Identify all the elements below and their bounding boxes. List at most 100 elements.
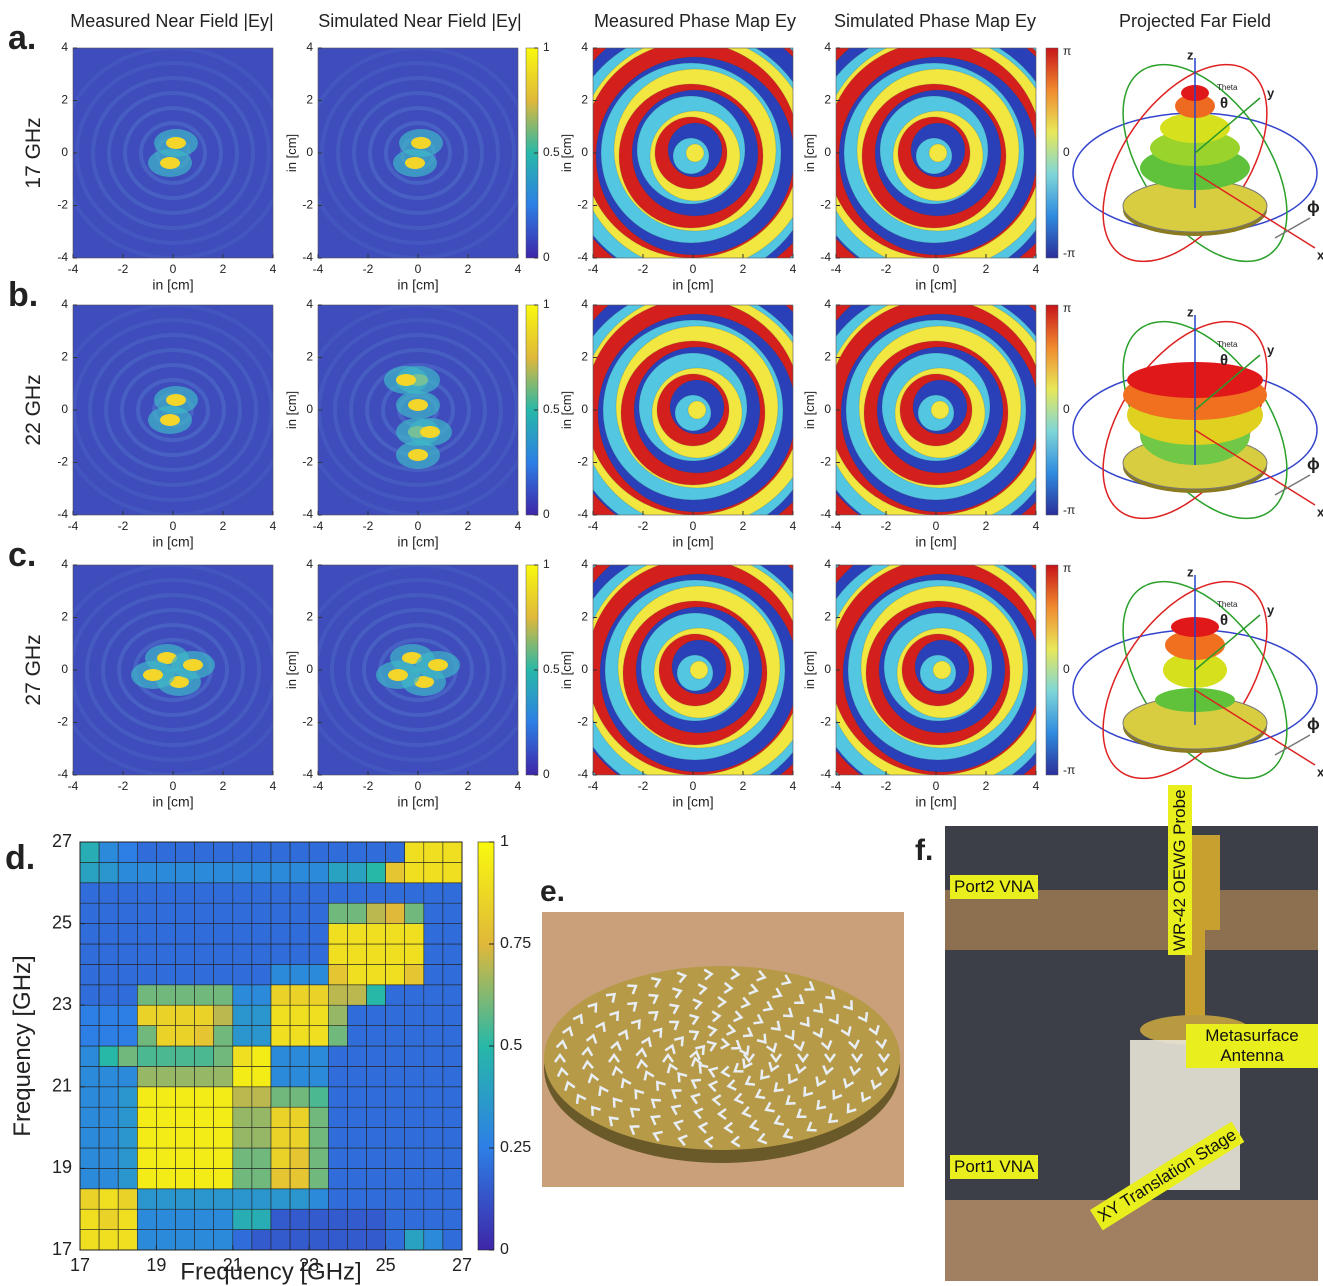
y-tick-label: 4 bbox=[306, 297, 313, 311]
heatmap-cell bbox=[117, 943, 138, 965]
chevron bbox=[587, 1072, 600, 1084]
heatmap-cell bbox=[404, 1086, 425, 1108]
heatmap-cell bbox=[347, 841, 367, 863]
heatmap-cell bbox=[442, 1229, 463, 1251]
x-tick-label: 17 bbox=[70, 1255, 90, 1275]
y-axis-label: in [cm] bbox=[284, 651, 299, 689]
heatmap-cell bbox=[175, 1025, 195, 1047]
colorbar bbox=[1045, 47, 1059, 259]
heatmap-cell bbox=[442, 841, 463, 863]
x-tick-label: 0 bbox=[690, 779, 697, 793]
plot-frame bbox=[79, 841, 463, 1251]
chevron bbox=[756, 1033, 767, 1044]
colorbar-tick-label: 1 bbox=[543, 297, 550, 311]
heatmap-cell bbox=[213, 1168, 234, 1190]
chevron bbox=[773, 1082, 784, 1093]
heatmap-cell bbox=[232, 1208, 253, 1230]
x-tick-label: 4 bbox=[790, 519, 797, 533]
heatmap-cell bbox=[117, 1066, 138, 1088]
heatmap-cell bbox=[79, 1127, 100, 1149]
heatmap-cell bbox=[423, 1147, 444, 1169]
chevron bbox=[598, 1085, 609, 1097]
heatmap-cell bbox=[232, 1045, 253, 1067]
heatmap-cell bbox=[308, 1045, 329, 1067]
chevron bbox=[825, 989, 836, 1000]
y-tick-label: 2 bbox=[61, 93, 68, 107]
y-tick-label: -2 bbox=[57, 715, 68, 729]
heatmap-cell bbox=[404, 984, 425, 1006]
heatmap-cell bbox=[156, 1188, 176, 1210]
field-peak bbox=[160, 157, 180, 169]
heatmap-cell bbox=[404, 1188, 425, 1210]
chevron bbox=[652, 1027, 663, 1038]
heatmap-cell bbox=[347, 1188, 367, 1210]
heatmap-cell bbox=[385, 984, 406, 1006]
map bbox=[73, 305, 273, 515]
heatmap-cell bbox=[175, 882, 195, 904]
heatmap-cell bbox=[175, 1208, 195, 1230]
chevron bbox=[553, 1052, 567, 1063]
heatmap-cell bbox=[117, 984, 138, 1006]
heatmap-cell bbox=[327, 1106, 348, 1128]
chevron bbox=[823, 1053, 837, 1064]
heatmap-cell bbox=[270, 923, 291, 945]
heatmap-cell bbox=[423, 862, 444, 884]
heatmap-cell bbox=[232, 882, 253, 904]
x-tick-label: -2 bbox=[881, 262, 892, 276]
heatmap-cell bbox=[366, 1025, 386, 1047]
heatmap-cell bbox=[442, 984, 463, 1006]
heatmap-cell bbox=[137, 1208, 157, 1230]
colorbar-tick-label: -π bbox=[1063, 246, 1075, 260]
heatmap-cell bbox=[98, 862, 119, 884]
heatmap-cell bbox=[213, 1208, 234, 1230]
heatmap-cell bbox=[213, 1025, 234, 1047]
axis-label: Theta bbox=[1217, 83, 1238, 92]
chevron bbox=[697, 983, 708, 996]
heatmap-cell bbox=[327, 1045, 348, 1067]
field-peak bbox=[408, 399, 428, 411]
x-axis-label: Frequency [GHz] bbox=[180, 1258, 361, 1285]
x-tick-label: 4 bbox=[790, 262, 797, 276]
heatmap-cell bbox=[404, 841, 425, 863]
photo-label: Metasurface Antenna bbox=[1186, 1024, 1318, 1068]
colorbar-tick-label: 0.5 bbox=[543, 662, 560, 676]
x-tick-label: 0 bbox=[170, 262, 177, 276]
x-tick-label: 2 bbox=[220, 779, 227, 793]
x-tick-label: -4 bbox=[313, 262, 324, 276]
heatmap-cell bbox=[175, 943, 195, 965]
field-ring bbox=[333, 333, 503, 487]
y-tick-label: 25 bbox=[52, 912, 72, 932]
column-header: Simulated Near Field |Ey| bbox=[318, 11, 521, 31]
y-tick-label: -4 bbox=[577, 767, 588, 781]
heatmap-cell bbox=[117, 964, 138, 986]
colorbar-tick-label: 0.5 bbox=[543, 402, 560, 416]
heatmap-cell bbox=[251, 1004, 272, 1026]
x-tick-label: 2 bbox=[465, 779, 472, 793]
field-ring bbox=[362, 623, 474, 717]
x-tick-label: 4 bbox=[270, 779, 277, 793]
heatmap-cell bbox=[289, 923, 310, 945]
heatmap-cell bbox=[327, 923, 348, 945]
heatmap-cell bbox=[156, 1066, 176, 1088]
x-tick-label: 0 bbox=[415, 779, 422, 793]
heatmap-cell bbox=[98, 1086, 119, 1108]
heatmap-cell bbox=[347, 1004, 367, 1026]
y-tick-label: 21 bbox=[52, 1076, 72, 1096]
y-tick-label: 0 bbox=[581, 662, 588, 676]
photo-wood bbox=[945, 890, 1318, 950]
y-tick-label: 0 bbox=[306, 402, 313, 416]
field-ring bbox=[384, 121, 452, 185]
y-tick-label: -4 bbox=[577, 507, 588, 521]
heatmap-cell bbox=[366, 1106, 386, 1128]
axis-label: z bbox=[1187, 47, 1194, 62]
field-ring bbox=[346, 608, 490, 732]
x-tick-label: 27 bbox=[452, 1255, 472, 1275]
heatmap-cell bbox=[270, 882, 291, 904]
chevron bbox=[846, 1103, 857, 1114]
chevron bbox=[666, 1062, 679, 1074]
heatmap-cell bbox=[308, 1004, 329, 1026]
heatmap-cell bbox=[270, 1106, 291, 1128]
heatmap-cell bbox=[213, 984, 234, 1006]
chevron bbox=[652, 1130, 663, 1142]
heatmap-cell bbox=[251, 1025, 272, 1047]
